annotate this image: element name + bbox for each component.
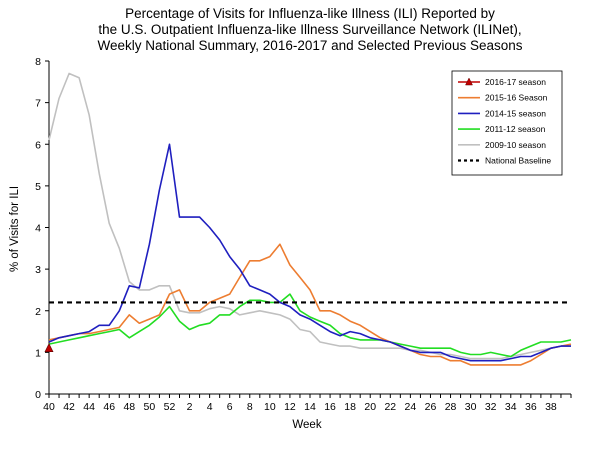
- series-line-3: [48, 293, 572, 358]
- x-axis-title: Week: [292, 419, 321, 431]
- y-tick-label: 4: [35, 223, 41, 235]
- x-tick-label: 20: [364, 401, 376, 413]
- chart-title: Percentage of Visits for Influenza-like …: [98, 6, 523, 53]
- x-tick-label: 18: [344, 401, 356, 413]
- x-tick-label: 34: [505, 401, 517, 413]
- x-tick-label: 6: [227, 401, 233, 413]
- series-lines: [44, 72, 572, 366]
- x-tick-label: 42: [63, 401, 75, 413]
- y-tick-label: 2: [35, 306, 41, 318]
- series-line-1: [48, 243, 572, 366]
- legend: 2016-17 season 2015-16 Season 2014-15 seas…: [451, 70, 563, 176]
- y-tick-label: 0: [35, 389, 41, 401]
- y-tick-label: 1: [35, 347, 41, 359]
- x-tick-label: 50: [144, 401, 156, 413]
- x-tick-label: 36: [525, 401, 537, 413]
- legend-label-4: 2009-10 season: [485, 140, 546, 150]
- series-marker-0: [44, 343, 54, 353]
- y-axis-title: % of Visits for ILI: [9, 186, 21, 272]
- x-tick-label: 16: [324, 401, 336, 413]
- x-tick-label: 32: [485, 401, 497, 413]
- legend-box: [451, 70, 563, 176]
- title-line-3: Weekly National Summary, 2016-2017 and S…: [98, 38, 523, 53]
- x-tick-label: 52: [164, 401, 176, 413]
- legend-label-0: 2016-17 season: [485, 77, 546, 87]
- x-tick-label: 10: [264, 401, 276, 413]
- y-tick-label: 7: [35, 98, 41, 110]
- x-tick-label: 14: [304, 401, 316, 413]
- legend-label-5: National Baseline: [485, 156, 551, 166]
- legend-label-3: 2011-12 season: [485, 124, 546, 134]
- x-tick-label: 38: [545, 401, 557, 413]
- x-tick-label: 4: [207, 401, 213, 413]
- title-line-2: the U.S. Outpatient Influenza-like Illne…: [98, 22, 521, 37]
- x-tick-label: 12: [284, 401, 296, 413]
- x-tick-label: 22: [384, 401, 396, 413]
- y-tick-label: 5: [35, 181, 41, 193]
- legend-label-1: 2015-16 Season: [485, 93, 548, 103]
- x-tick-label: 8: [247, 401, 253, 413]
- x-tick-label: 44: [83, 401, 95, 413]
- x-tick-label: 26: [425, 401, 437, 413]
- y-tick-label: 6: [35, 139, 41, 151]
- x-tick-label: 40: [43, 401, 55, 413]
- y-tick-label: 8: [35, 56, 41, 68]
- legend-label-2: 2014-15 season: [485, 108, 546, 118]
- x-tick-label: 2: [187, 401, 193, 413]
- legend-marker-0: [465, 77, 473, 86]
- x-tick-label: 30: [465, 401, 477, 413]
- series-line-2: [48, 143, 571, 362]
- x-tick-label: 48: [123, 401, 135, 413]
- x-tick-label: 46: [103, 401, 115, 413]
- x-tick-label: 28: [445, 401, 457, 413]
- title-line-1: Percentage of Visits for Influenza-like …: [125, 6, 495, 21]
- y-tick-label: 3: [35, 264, 41, 276]
- x-tick-label: 24: [405, 401, 417, 413]
